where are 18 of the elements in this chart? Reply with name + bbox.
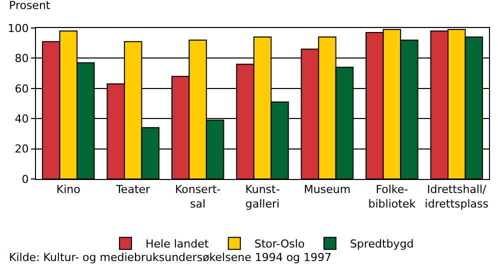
y-tick-label: 60 <box>14 82 29 96</box>
x-tick-label: Folke- bibliotek <box>368 183 416 210</box>
x-tick-label: Kunst- galleri <box>245 183 280 210</box>
y-tick-label: 100 <box>8 22 29 35</box>
legend-label: Hele landet <box>146 238 210 251</box>
x-tick-label: Idrettshall/ idrettsplass <box>424 183 489 210</box>
legend-label: Spredtbygd <box>350 238 414 251</box>
y-axis-title: Prosent <box>9 0 51 12</box>
y-tick-label: 0 <box>22 172 29 186</box>
text: Kilde: Kultur- og mediebruksundersøkelsene 1994 og 1997 <box>9 251 332 264</box>
x-tick-label: Konsert- sal <box>174 183 221 210</box>
x-tick-label: Museum <box>304 183 351 196</box>
y-tick-label: 80 <box>14 52 29 66</box>
x-tick-label: Teater <box>115 183 151 196</box>
y-tick-label: 40 <box>14 112 29 126</box>
legend-label: Stor-Oslo <box>254 238 305 251</box>
x-tick-label: Kino <box>56 183 81 196</box>
y-tick-label: 20 <box>14 142 29 156</box>
